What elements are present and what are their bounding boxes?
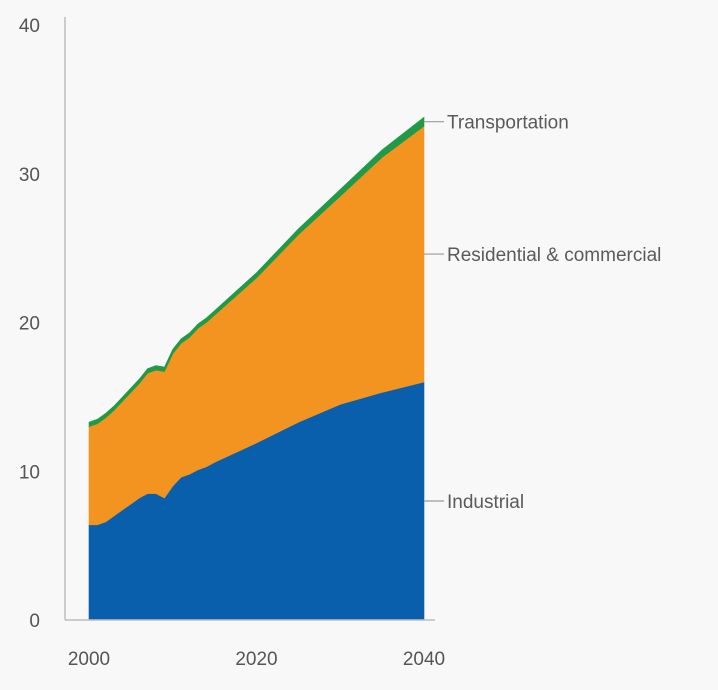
x-tick-labels: 2000 2020 2040: [68, 649, 445, 670]
axes-layer: [64, 17, 435, 621]
area-layer: [88, 116, 425, 621]
series-label-residential-commercial: Residential & commercial: [447, 245, 661, 266]
y-tick-label: 20: [19, 314, 40, 335]
series-labels: Industrial Residential & commercial Transp…: [424, 113, 661, 513]
area-transportation: [88, 116, 425, 428]
y-tick-labels: 0 10 20 30 40: [19, 16, 40, 632]
x-tick-label: 2020: [235, 649, 277, 670]
y-tick-label: 40: [19, 16, 40, 37]
series-label-industrial: Industrial: [447, 492, 524, 513]
y-tick-label: 0: [29, 611, 40, 632]
y-tick-label: 30: [19, 165, 40, 186]
y-tick-label: 10: [19, 462, 40, 483]
x-tick-label: 2000: [68, 649, 110, 670]
series-label-transportation: Transportation: [447, 113, 569, 134]
x-tick-label: 2040: [403, 649, 445, 670]
